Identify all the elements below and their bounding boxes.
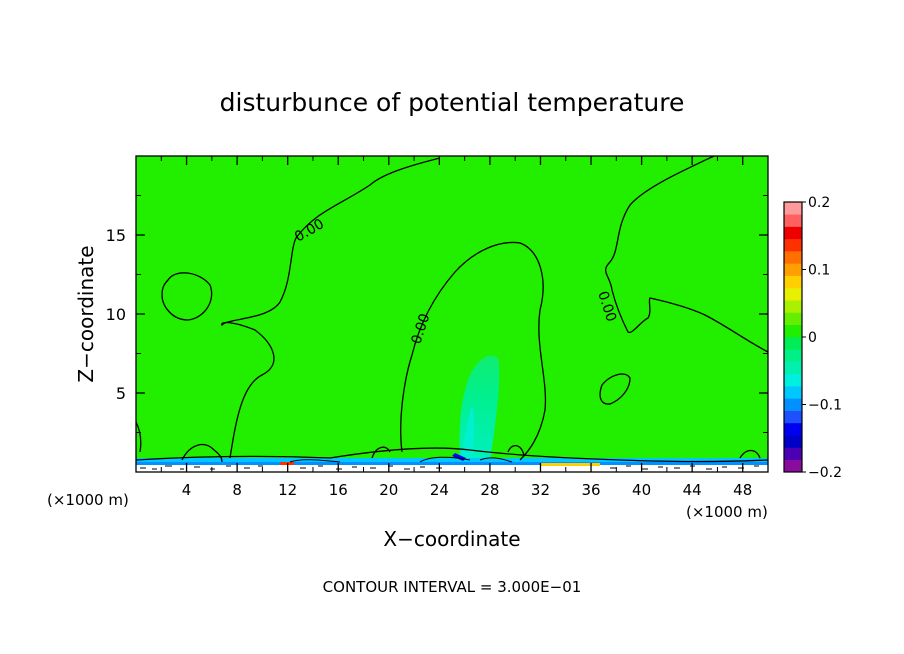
surface-band-2 [136,462,768,465]
colorbar-swatch [784,459,802,473]
x-axis-label: X−coordinate [383,527,520,551]
contour-interval-footer: CONTOUR INTERVAL = 3.000E−01 [323,578,582,596]
colorbar-swatch [784,398,802,411]
colorbar-swatch [784,435,802,448]
colorbar-tick-label: 0 [808,330,817,346]
x-tick-label: 44 [683,481,702,499]
colorbar-tick-label: −0.1 [808,398,842,414]
colorbar-swatch [784,373,802,387]
x-tick-label: 12 [278,481,297,499]
y-tick-label: 5 [116,384,126,403]
colorbar-tick-label: −0.2 [808,465,842,481]
colorbar-swatch [784,361,802,375]
plot-area [136,156,768,472]
contour-blob-left [161,272,213,321]
colorbar-swatch [784,275,802,289]
colorbar-swatch [784,300,802,313]
contour-central [400,241,547,461]
contours [136,156,768,463]
y-tick-label: 10 [106,305,126,324]
warm-patch-2 [280,462,294,465]
colorbar-swatch [784,422,802,436]
x-tick-label: 8 [232,481,242,499]
colorbar-swatch [784,312,802,326]
colorbar-swatch [784,324,802,338]
warm-patch [540,463,600,466]
y-axis: 5 10 15 [106,195,768,433]
x-tick-label: 16 [329,481,348,499]
y-axis-label: Z−coordinate [74,245,98,382]
colorbar-swatch [784,251,802,264]
colorbar-swatch [784,214,802,227]
x-tick-label: 24 [430,481,449,499]
contour-small-1 [181,443,223,463]
x-tick-label: 4 [182,481,192,499]
contour-small-4 [507,445,525,457]
x-tick-label: 36 [581,481,600,499]
colorbar-swatch [784,410,802,424]
colorbar-tick-label: 0.1 [808,263,830,279]
x-tick-label: 48 [733,481,752,499]
colorbar: 0.2 0.1 0 −0.1 −0.2 [783,195,842,481]
x-unit-left: (×1000 m) [47,491,129,509]
contour-upper-left [221,157,441,459]
colorbar-swatch [784,349,802,362]
colorbar-swatch [784,263,802,276]
contour-right-upper [605,156,768,353]
field-background [136,156,768,472]
colorbar-swatch [784,287,802,301]
x-tick-label: 20 [379,481,398,499]
contour-small-2 [371,446,391,459]
contour-surface [136,447,768,463]
surface-band-3 [136,465,768,472]
x-unit-right: (×1000 m) [686,503,768,521]
x-tick-label: 40 [632,481,651,499]
colorbar-tick-label: 0.2 [808,195,830,211]
cool-plume-core [462,405,475,462]
x-tick-label: 28 [480,481,499,499]
colorbar-swatch [784,202,802,215]
x-tick-label: 32 [531,481,550,499]
contour-left-edge [136,421,142,453]
chart-title: disturbunce of potential temperature [220,88,685,117]
surface-band-1 [136,458,768,462]
y-tick-label: 15 [106,226,126,245]
x-axis: 4 8 12 16 20 24 28 32 36 40 44 48 [160,156,752,499]
colorbar-swatch [784,226,802,240]
colorbar-swatch [784,238,802,252]
contour-small-3 [739,449,761,459]
contour-blob-right [599,373,631,405]
colorbar-swatch [784,337,802,350]
colorbar-swatch [784,386,802,399]
colorbar-swatch [784,447,802,461]
